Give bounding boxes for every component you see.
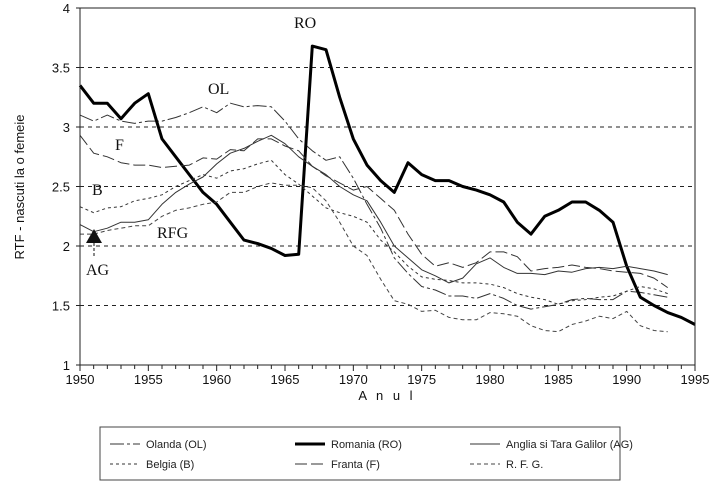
series-line-b (79, 159, 668, 305)
series-annotations: RO OL F B RFG AG (86, 15, 316, 279)
annotation-ro: RO (294, 15, 316, 32)
annotation-ag: AG (86, 262, 110, 279)
series-line-rfg (80, 182, 668, 333)
y-tick-label: 4 (63, 1, 70, 16)
x-tick-label: 1965 (271, 372, 300, 387)
x-tick-label: 1985 (544, 372, 573, 387)
x-tick-label: 1955 (134, 372, 163, 387)
y-ticks: 1 1.5 2 2.5 3 3.5 4 (52, 1, 80, 373)
x-axis-label: A n u l (358, 388, 415, 403)
annotation-f: F (115, 137, 124, 154)
y-tick-label: 1.5 (52, 299, 70, 314)
series-line-ag (79, 134, 668, 284)
series-lines (78, 44, 696, 333)
x-tick-label: 1960 (202, 372, 231, 387)
x-ticks: 1950 1955 1960 1965 1970 1975 1980 1985 1990 1995 (66, 365, 710, 387)
x-tick-label: 1970 (339, 372, 368, 387)
annotation-rfg: RFG (157, 225, 189, 242)
legend-label-f: Franta (F) (331, 459, 380, 471)
legend: Olanda (OL) Romania (RO) Anglia si Tara Ga… (110, 439, 633, 471)
y-tick-label: 2 (63, 239, 70, 254)
y-tick-label: 3 (63, 120, 70, 135)
series-line-ro (78, 44, 696, 326)
annotation-b: B (92, 182, 103, 199)
legend-label-ol: Olanda (OL) (146, 439, 207, 451)
annotation-ol: OL (208, 81, 229, 98)
y-axis-label: RTF - nascuti la o femeie (12, 115, 27, 260)
legend-label-ro: Romania (RO) (331, 439, 402, 451)
legend-label-ag: Anglia si Tara Galilor (AG) (506, 439, 633, 451)
legend-label-b: Belgia (B) (146, 459, 194, 471)
legend-box (99, 426, 621, 481)
y-tick-label: 2.5 (52, 180, 70, 195)
x-tick-label: 1990 (612, 372, 641, 387)
y-tick-label: 3.5 (52, 61, 70, 76)
x-tick-label: 1980 (476, 372, 505, 387)
y-tick-label: 1 (63, 358, 70, 373)
series-line-ol (79, 102, 668, 310)
series-line-f (79, 134, 668, 289)
x-tick-label: 1950 (66, 372, 95, 387)
x-tick-label: 1995 (681, 372, 710, 387)
legend-label-rfg: R. F. G. (506, 459, 543, 471)
x-tick-label: 1975 (407, 372, 436, 387)
ag-marker-triangle (86, 229, 102, 243)
